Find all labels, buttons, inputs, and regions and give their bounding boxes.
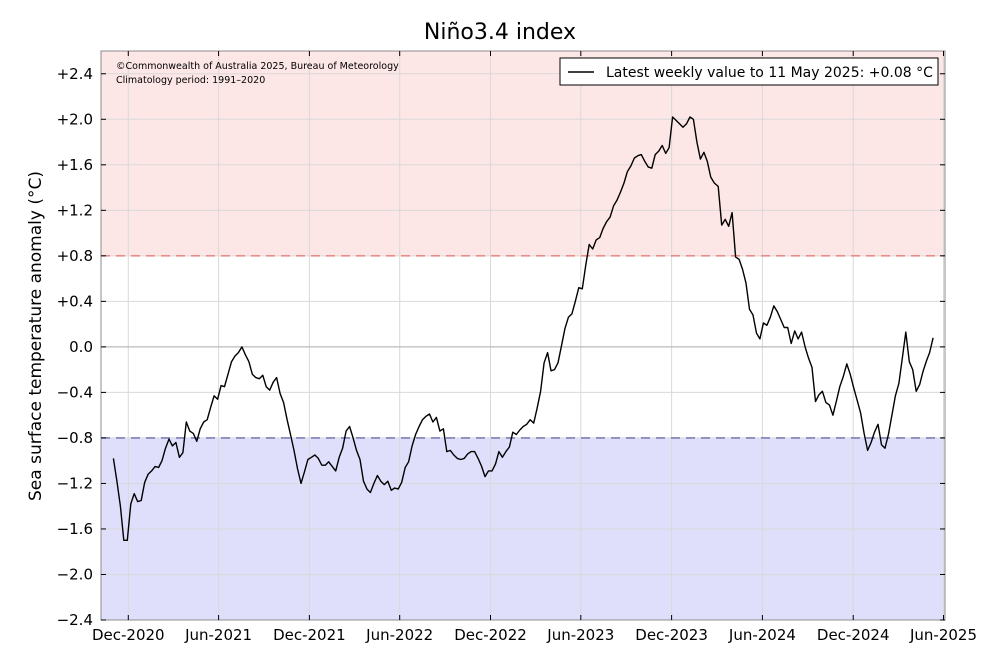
x-tick-label: Jun-2024 [728,626,796,644]
y-tick-label: −0.4 [57,383,93,401]
series-line-0 [112,116,934,541]
x-tick-label: Jun-2023 [546,626,614,644]
x-tick-label: Jun-2025 [909,626,977,644]
legend: Latest weekly value to 11 May 2025: +0.0… [559,57,939,86]
y-tick-label: −0.8 [57,429,93,447]
y-tick-label: +2.4 [57,65,93,83]
x-tick-label: Dec-2024 [817,626,890,644]
plot-frame [100,50,946,621]
climatology-annotation: Climatology period: 1991–2020 [116,75,265,86]
x-tick-label: Dec-2021 [273,626,346,644]
x-tick-label: Dec-2022 [454,626,527,644]
legend-label: Latest weekly value to 11 May 2025: +0.0… [606,65,933,81]
y-tick-label: −2.4 [57,611,93,629]
y-tick-label: +1.2 [57,201,93,219]
y-tick-label: −1.2 [57,474,93,492]
x-tick-label: Jun-2022 [365,626,433,644]
x-tick-label: Dec-2023 [635,626,708,644]
y-tick-label: +1.6 [57,156,93,174]
y-tick-label: +0.8 [57,247,93,265]
y-tick-label: +2.0 [57,110,93,128]
x-tick-label: Jun-2021 [184,626,252,644]
y-tick-label: −1.6 [57,520,93,538]
chart-title: Niño3.4 index [423,20,577,45]
y-tick-label: −2.0 [57,565,93,583]
y-tick-label: +0.4 [57,292,93,310]
copyright-annotation: ©Commonwealth of Australia 2025, Bureau … [116,61,399,72]
x-tick-label: Dec-2020 [92,626,165,644]
y-axis-label: Sea surface temperature anomaly (°C) [26,171,46,501]
y-tick-label: 0.0 [69,338,93,356]
